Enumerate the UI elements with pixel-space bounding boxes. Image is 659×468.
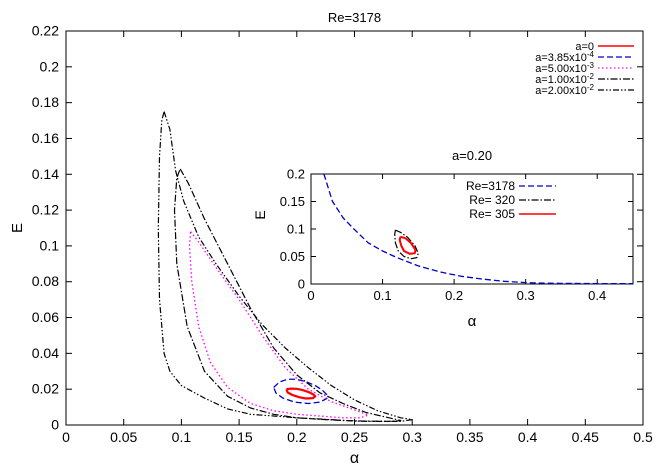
x-tick-label: 0.15 <box>225 429 252 445</box>
y-tick-label: 0.1 <box>40 237 60 253</box>
legend-label: Re= 305 <box>469 207 515 221</box>
y-tick-label: 0.1 <box>287 222 305 237</box>
x-tick-label: 0.05 <box>110 429 137 445</box>
y-tick-label: 0 <box>51 417 59 433</box>
legend-label: Re= 320 <box>469 193 515 207</box>
x-tick-label: 0.4 <box>518 429 538 445</box>
main-y-axis-label: E <box>9 223 26 233</box>
main-x-axis-label: α <box>350 450 359 467</box>
y-tick-label: 0.12 <box>32 202 59 218</box>
inset-x-axis-label: α <box>468 313 477 330</box>
x-tick-label: 0 <box>307 288 314 303</box>
x-tick-label: 0.4 <box>588 288 606 303</box>
y-tick-label: 0.05 <box>280 249 305 264</box>
x-tick-label: 0.35 <box>456 429 483 445</box>
main-chart-title: Re=3178 <box>328 10 381 25</box>
x-tick-label: 0.45 <box>572 429 599 445</box>
x-tick-label: 0.2 <box>445 288 463 303</box>
x-tick-label: 0 <box>62 429 70 445</box>
y-tick-label: 0.14 <box>32 166 59 182</box>
inset-y-axis-label: E <box>252 210 268 219</box>
legend-label: a=2.00x10-2 <box>535 83 594 97</box>
y-tick-label: 0.16 <box>32 130 59 146</box>
x-tick-label: 0.1 <box>374 288 392 303</box>
inset-chart-title: a=0.20 <box>452 148 492 163</box>
x-tick-label: 0.2 <box>287 429 307 445</box>
x-tick-label: 0.5 <box>633 429 653 445</box>
x-tick-label: 0.3 <box>402 429 422 445</box>
y-tick-label: 0.06 <box>32 309 59 325</box>
y-tick-label: 0.04 <box>32 345 59 361</box>
main-legend: a=0a=3.85x10-4a=5.00x10-3a=1.00x10-2a=2.… <box>535 41 634 97</box>
y-tick-label: 0.15 <box>280 194 305 209</box>
y-tick-label: 0 <box>298 277 305 292</box>
x-tick-label: 0.1 <box>172 429 192 445</box>
legend-label: a=3.85x10-4 <box>535 50 594 64</box>
legend-label: a=5.00x10-3 <box>535 61 594 75</box>
legend-label: Re=3178 <box>466 179 515 193</box>
y-tick-label: 0.02 <box>32 381 59 397</box>
y-tick-label: 0.08 <box>32 273 59 289</box>
x-tick-label: 0.25 <box>341 429 368 445</box>
y-tick-label: 0.2 <box>40 58 60 74</box>
y-tick-label: 0.22 <box>32 23 59 39</box>
y-tick-label: 0.2 <box>287 167 305 182</box>
x-tick-label: 0.3 <box>517 288 535 303</box>
legend-label: a=1.00x10-2 <box>535 72 594 86</box>
y-tick-label: 0.18 <box>32 94 59 110</box>
